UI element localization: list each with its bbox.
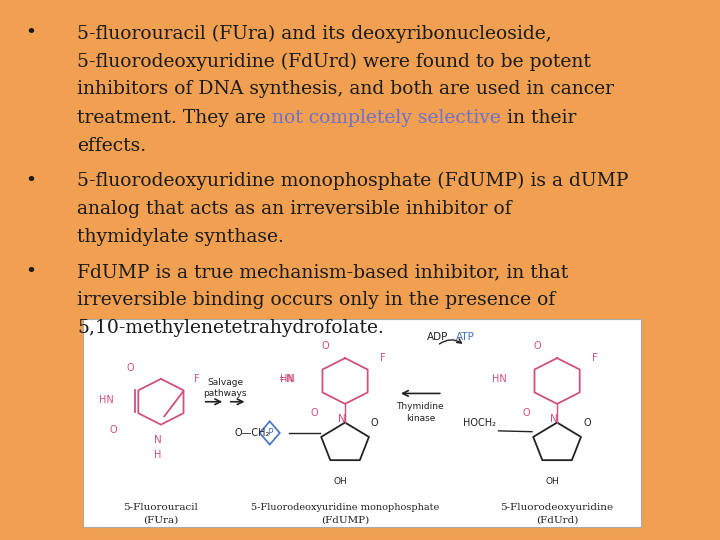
Text: F: F <box>379 353 385 363</box>
Text: P: P <box>267 428 272 437</box>
Text: F: F <box>592 353 598 363</box>
Text: 5,10-methylenetetrahydrofolate.: 5,10-methylenetetrahydrofolate. <box>77 319 384 337</box>
Text: N: N <box>338 414 346 424</box>
Text: =N: =N <box>279 374 295 384</box>
Text: (FdUMP): (FdUMP) <box>321 515 369 524</box>
Text: O: O <box>127 363 134 373</box>
Text: HN: HN <box>280 374 295 384</box>
FancyArrowPatch shape <box>439 339 462 344</box>
Text: pathways: pathways <box>203 389 247 399</box>
Text: OH: OH <box>334 477 348 485</box>
Text: effects.: effects. <box>77 137 146 154</box>
Text: Thymidine: Thymidine <box>397 402 444 411</box>
Text: Salvage: Salvage <box>207 378 243 387</box>
Text: •: • <box>25 172 36 190</box>
Text: analog that acts as an irreversible inhibitor of: analog that acts as an irreversible inhi… <box>77 200 512 218</box>
Text: O: O <box>109 424 117 435</box>
Text: O: O <box>322 341 329 351</box>
Text: treatment. They are: treatment. They are <box>77 109 271 126</box>
Text: thymidylate synthase.: thymidylate synthase. <box>77 228 284 246</box>
Text: 5-Fluorodeoxyuridine: 5-Fluorodeoxyuridine <box>500 503 613 512</box>
Text: HN: HN <box>492 374 507 384</box>
Text: in their: in their <box>500 109 576 126</box>
FancyBboxPatch shape <box>83 319 641 526</box>
Text: F: F <box>194 374 200 384</box>
Text: •: • <box>25 263 36 281</box>
Text: O: O <box>523 408 530 418</box>
Text: (FdUrd): (FdUrd) <box>536 515 578 524</box>
Text: HN: HN <box>99 395 114 404</box>
Text: inhibitors of DNA synthesis, and both are used in cancer: inhibitors of DNA synthesis, and both ar… <box>77 80 614 98</box>
Text: N: N <box>550 414 558 424</box>
Text: (FUra): (FUra) <box>143 515 179 524</box>
Text: ADP: ADP <box>426 332 448 342</box>
Text: 5-fluorodeoxyuridine monophosphate (FdUMP) is a dUMP: 5-fluorodeoxyuridine monophosphate (FdUM… <box>77 172 629 190</box>
Text: O: O <box>370 418 378 428</box>
Text: ATP: ATP <box>456 332 474 342</box>
Text: FdUMP is a true mechanism-based inhibitor, in that: FdUMP is a true mechanism-based inhibito… <box>77 263 568 281</box>
Text: OH: OH <box>546 477 559 485</box>
Text: irreversible binding occurs only in the presence of: irreversible binding occurs only in the … <box>77 291 555 309</box>
Text: HOCH₂: HOCH₂ <box>463 418 496 428</box>
Text: O: O <box>584 418 592 428</box>
Text: not completely selective: not completely selective <box>271 109 500 126</box>
Text: O: O <box>310 408 318 418</box>
Text: N: N <box>154 435 162 445</box>
Text: •: • <box>25 24 36 42</box>
Text: O—CH₂: O—CH₂ <box>234 428 270 438</box>
Text: 5-Fluorodeoxyuridine monophosphate: 5-Fluorodeoxyuridine monophosphate <box>251 503 439 512</box>
Text: O: O <box>534 341 541 351</box>
Text: H: H <box>155 450 162 460</box>
Text: 5-fluorouracil (FUra) and its deoxyribonucleoside,: 5-fluorouracil (FUra) and its deoxyribon… <box>77 24 552 43</box>
Text: kinase: kinase <box>405 414 435 423</box>
Text: 5-fluorodeoxyuridine (FdUrd) were found to be potent: 5-fluorodeoxyuridine (FdUrd) were found … <box>77 52 591 71</box>
Text: 5-Fluorouracil: 5-Fluorouracil <box>124 503 198 512</box>
